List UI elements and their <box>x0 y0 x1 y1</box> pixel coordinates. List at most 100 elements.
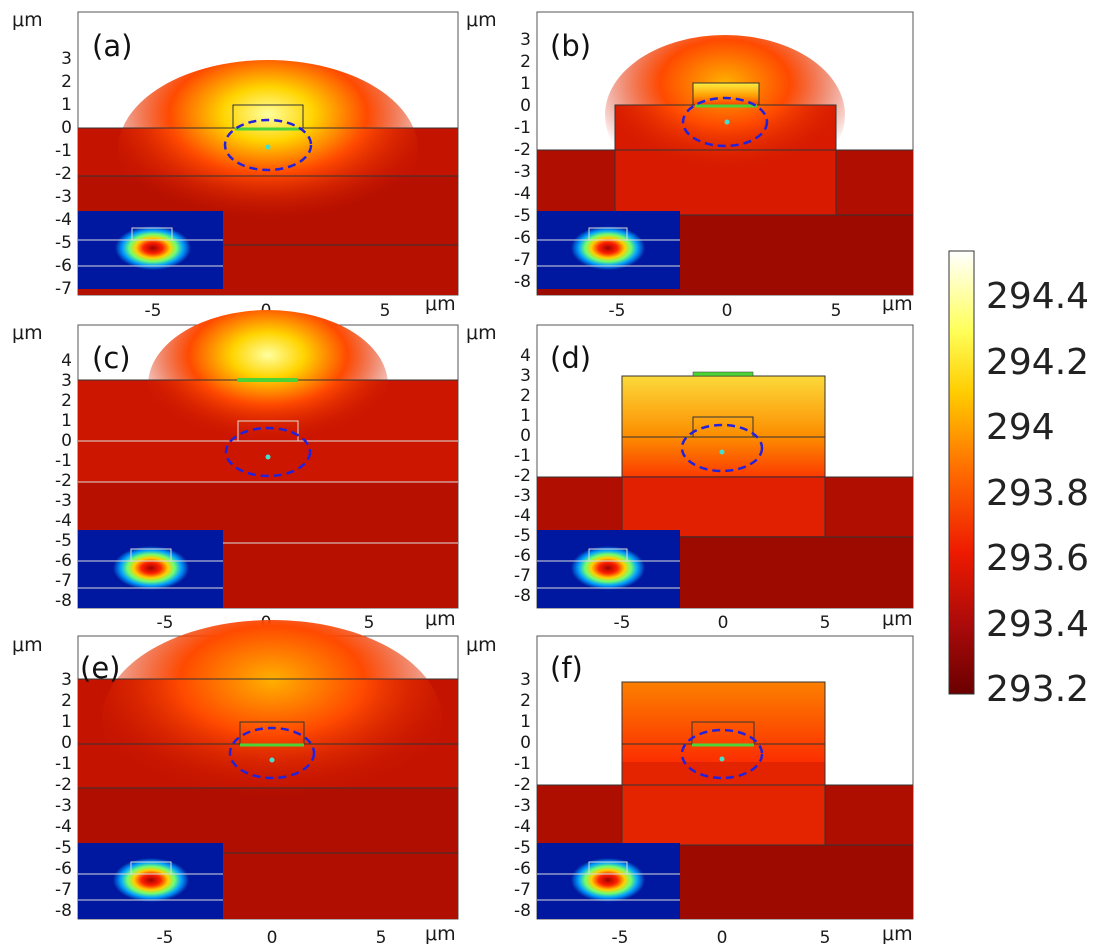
x-tick: 0 <box>722 301 733 321</box>
y-tick: 3 <box>61 670 72 690</box>
panel-f: (f) μm μm 3 2 1 0 -1 -2 -3 -4 -5 -6 -7 -… <box>466 634 914 948</box>
y-tick: -6 <box>514 859 531 879</box>
mode-center <box>265 454 271 460</box>
x-tick: 5 <box>380 301 391 321</box>
y-tick: 4 <box>61 351 72 371</box>
y-tick: 2 <box>61 72 72 92</box>
x-tick: 5 <box>376 928 387 948</box>
y-tick: -3 <box>55 491 72 511</box>
y-tick: -7 <box>514 880 531 900</box>
y-tick: 1 <box>520 712 531 732</box>
y-tick: -8 <box>55 901 72 921</box>
y-tick: -7 <box>514 250 531 270</box>
colorbar-tick: 293.4 <box>986 604 1089 645</box>
x-tick: 5 <box>364 613 375 633</box>
colorbar-tick: 293.6 <box>986 538 1089 579</box>
mode-center <box>719 449 725 455</box>
x-tick: -5 <box>614 613 631 633</box>
heat-spot <box>102 620 442 820</box>
x-tick: 0 <box>267 928 278 948</box>
ridge-outline <box>237 420 299 442</box>
y-tick: -3 <box>514 162 531 182</box>
mode-inset <box>537 843 680 919</box>
y-tick: 4 <box>520 346 531 366</box>
y-tick: -3 <box>514 796 531 816</box>
y-unit-label: μm <box>12 322 43 344</box>
heater-electrode <box>692 371 754 377</box>
y-tick: -4 <box>55 511 72 531</box>
y-tick: 1 <box>520 74 531 94</box>
mode-inset <box>78 843 223 919</box>
x-tick: -5 <box>157 928 174 948</box>
panel-c: (c) μm μm 4 3 2 1 0 -1 -2 -3 -4 -5 -6 -7… <box>12 310 459 633</box>
panel-label: (b) <box>550 29 591 63</box>
y-tick: -1 <box>55 141 72 161</box>
mode-inset <box>78 530 223 608</box>
y-tick: 1 <box>520 406 531 426</box>
y-tick: -1 <box>514 118 531 138</box>
colorbar-tick: 294.2 <box>986 342 1089 383</box>
y-tick: 2 <box>61 391 72 411</box>
y-tick: -2 <box>55 471 72 491</box>
y-tick: -3 <box>55 796 72 816</box>
x-tick: 0 <box>718 613 729 633</box>
y-tick: -8 <box>514 586 531 606</box>
panel-label: (c) <box>92 341 131 375</box>
y-tick: -5 <box>55 838 72 858</box>
mode-center <box>269 757 275 763</box>
y-tick: 3 <box>520 670 531 690</box>
x-tick: 5 <box>820 928 831 948</box>
y-tick: -1 <box>55 451 72 471</box>
y-tick: -4 <box>55 817 72 837</box>
y-tick: -4 <box>514 817 531 837</box>
mode-contour <box>224 426 312 478</box>
x-tick: 5 <box>820 613 831 633</box>
y-tick: -6 <box>55 256 72 276</box>
colorbar-tick: 294 <box>986 407 1055 448</box>
mode-contour <box>680 728 764 780</box>
y-tick: -6 <box>514 546 531 566</box>
y-tick: 2 <box>520 691 531 711</box>
mode-inset <box>78 211 223 289</box>
mode-contour <box>681 96 769 148</box>
y-tick: -6 <box>514 228 531 248</box>
x-tick: 5 <box>831 301 842 321</box>
x-unit-label: μm <box>882 608 913 630</box>
mode-center <box>719 756 725 762</box>
y-tick: -3 <box>55 187 72 207</box>
panel-label: (a) <box>92 29 132 63</box>
mode-contour <box>228 726 316 780</box>
y-unit-label: μm <box>466 322 497 344</box>
panel-a: (a) μm μm 3 2 1 0 -1 -2 -3 -4 -5 -6 -7 -… <box>12 9 459 321</box>
y-tick: -5 <box>514 206 531 226</box>
y-tick: -5 <box>514 838 531 858</box>
y-tick: -3 <box>514 486 531 506</box>
y-tick: -1 <box>55 754 72 774</box>
colorbar-tick: 293.8 <box>986 473 1089 514</box>
colorbar-tick: 293.2 <box>986 669 1089 710</box>
x-unit-label: μm <box>425 608 456 630</box>
colorbar-tick: 294.4 <box>986 276 1089 317</box>
y-tick: -8 <box>514 272 531 292</box>
y-tick: -2 <box>514 140 531 160</box>
y-tick: 0 <box>61 431 72 451</box>
heat-spot <box>118 60 418 240</box>
y-tick: -1 <box>514 754 531 774</box>
y-tick: 0 <box>520 426 531 446</box>
y-tick: 3 <box>520 30 531 50</box>
y-tick: -2 <box>55 164 72 184</box>
mode-contour <box>680 423 764 473</box>
y-tick: -8 <box>514 901 531 921</box>
panel-b: (b) μm μm 3 2 1 0 -1 -2 -3 -4 -5 -6 -7 -… <box>466 9 914 321</box>
y-tick: -2 <box>514 466 531 486</box>
mode-inset <box>537 530 680 608</box>
y-tick: -6 <box>55 859 72 879</box>
y-tick: -7 <box>55 571 72 591</box>
x-unit-label: μm <box>882 293 913 315</box>
mode-center <box>265 144 271 150</box>
y-tick: -4 <box>514 506 531 526</box>
x-unit-label: μm <box>882 923 913 945</box>
mode-contour <box>223 118 313 172</box>
ridge-outline <box>692 416 754 438</box>
x-tick: 0 <box>717 928 728 948</box>
